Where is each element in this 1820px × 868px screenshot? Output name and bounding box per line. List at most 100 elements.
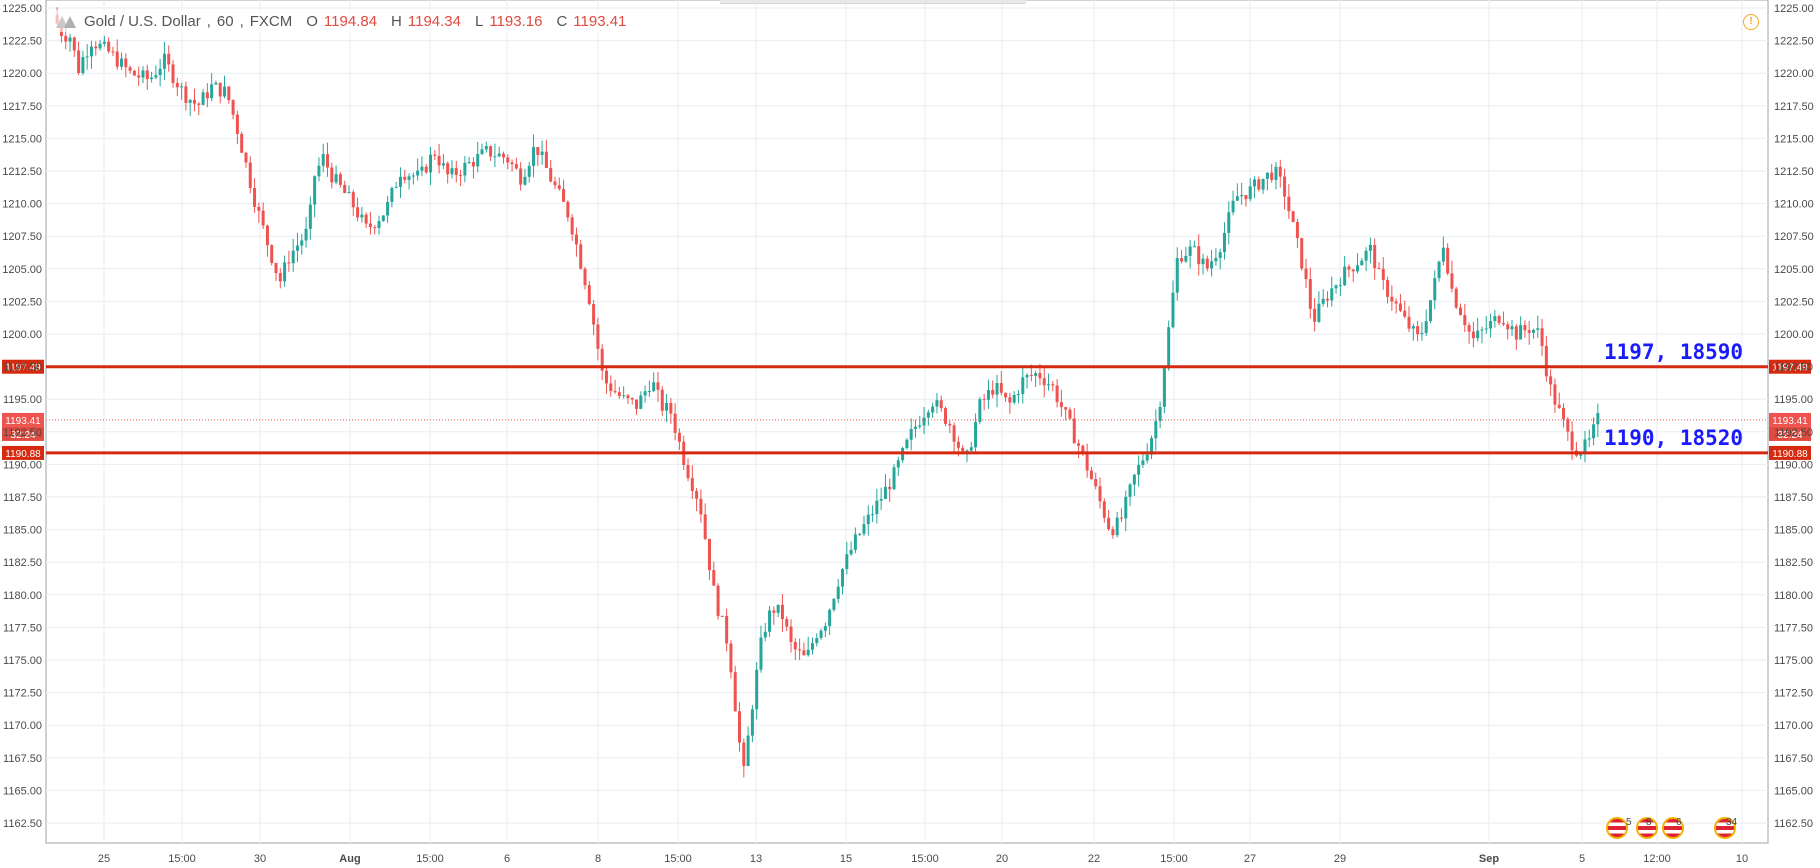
candle-body[interactable] (484, 146, 488, 150)
candle-body[interactable] (68, 37, 72, 42)
candle-body[interactable] (158, 68, 162, 76)
candle-body[interactable] (888, 486, 892, 490)
candle-body[interactable] (1051, 384, 1055, 386)
candle-body[interactable] (1347, 266, 1351, 270)
candle-body[interactable] (1175, 258, 1179, 293)
candle-body[interactable] (1300, 238, 1304, 269)
candle-body[interactable] (1248, 186, 1252, 200)
candle-body[interactable] (497, 153, 501, 157)
candle-body[interactable] (583, 268, 587, 286)
candle-body[interactable] (557, 185, 561, 189)
candle-body[interactable] (1283, 176, 1287, 197)
candle-body[interactable] (725, 615, 729, 644)
candle-body[interactable] (1471, 331, 1475, 339)
candle-body[interactable] (948, 423, 952, 426)
candle-body[interactable] (493, 156, 497, 158)
candle-body[interactable] (703, 514, 707, 539)
candle-body[interactable] (604, 370, 608, 384)
candle-body[interactable] (926, 412, 930, 418)
candle-body[interactable] (969, 447, 973, 451)
candle-body[interactable] (613, 391, 617, 393)
annotation-lower[interactable]: 1190, 18520 (1604, 426, 1744, 450)
candle-body[interactable] (1394, 301, 1398, 304)
candle-body[interactable] (450, 168, 454, 175)
candle-body[interactable] (1356, 265, 1360, 272)
candle-body[interactable] (471, 162, 475, 167)
candle-body[interactable] (707, 538, 711, 571)
candle-body[interactable] (626, 395, 630, 399)
candle-body[interactable] (1167, 327, 1171, 369)
candle-body[interactable] (424, 166, 428, 173)
candle-body[interactable] (98, 43, 102, 49)
candle-body[interactable] (1141, 460, 1145, 465)
candle-body[interactable] (257, 206, 261, 211)
candle-body[interactable] (506, 157, 510, 163)
candle-body[interactable] (544, 151, 548, 168)
candle-body[interactable] (1313, 308, 1317, 322)
candle-body[interactable] (476, 153, 480, 167)
candle-body[interactable] (750, 709, 754, 736)
current-price-tag[interactable] (1769, 412, 1811, 427)
candle-body[interactable] (1085, 451, 1089, 471)
candle-series[interactable] (55, 7, 1600, 778)
candle-body[interactable] (171, 64, 175, 84)
candle-body[interactable] (1596, 413, 1600, 425)
candle-body[interactable] (437, 155, 441, 166)
candle-body[interactable] (265, 225, 269, 246)
candle-body[interactable] (102, 41, 106, 44)
candle-body[interactable] (905, 439, 909, 449)
candle-body[interactable] (240, 133, 244, 153)
candle-body[interactable] (1484, 328, 1488, 330)
candle-body[interactable] (364, 214, 368, 224)
candle-body[interactable] (1566, 419, 1570, 432)
candle-body[interactable] (1592, 424, 1596, 439)
candle-body[interactable] (300, 240, 304, 246)
us-flag-icon[interactable] (1606, 817, 1628, 839)
candle-body[interactable] (244, 152, 248, 163)
candle-body[interactable] (695, 491, 699, 499)
candle-body[interactable] (1064, 407, 1068, 410)
candle-body[interactable] (1205, 258, 1209, 269)
annotation-upper[interactable]: 1197, 18590 (1604, 340, 1744, 364)
candle-body[interactable] (261, 210, 265, 226)
candle-body[interactable] (999, 383, 1003, 393)
candle-body[interactable] (1531, 329, 1535, 333)
candle-body[interactable] (278, 273, 282, 282)
candle-body[interactable] (1077, 443, 1081, 446)
candle-body[interactable] (858, 533, 862, 535)
candle-body[interactable] (1235, 196, 1239, 201)
candle-body[interactable] (712, 570, 716, 586)
candle-body[interactable] (1150, 438, 1154, 455)
candle-body[interactable] (810, 643, 814, 650)
candle-body[interactable] (64, 35, 68, 42)
candle-body[interactable] (1386, 279, 1390, 297)
candle-body[interactable] (1570, 431, 1574, 451)
candle-body[interactable] (1544, 345, 1548, 377)
candle-body[interactable] (768, 610, 772, 632)
candle-body[interactable] (635, 399, 639, 409)
candle-body[interactable] (1459, 307, 1463, 315)
candle-body[interactable] (1549, 376, 1553, 385)
candle-body[interactable] (574, 234, 578, 245)
candle-body[interactable] (1119, 517, 1123, 519)
candle-body[interactable] (866, 514, 870, 525)
candle-body[interactable] (849, 549, 853, 555)
price-axis[interactable]: 1225.00 1225.00 1222.50 1222.50 1220.00 1220.… (2, 3, 1814, 830)
candle-body[interactable] (1368, 244, 1372, 251)
candle-body[interactable] (802, 650, 806, 656)
economic-events[interactable]: 5 8 6 34 (1606, 817, 1806, 839)
candle-body[interactable] (1489, 320, 1493, 329)
warning-icon[interactable]: ! (1743, 14, 1759, 30)
candle-body[interactable] (1450, 273, 1454, 289)
candle-body[interactable] (1227, 212, 1231, 233)
candle-body[interactable] (995, 383, 999, 395)
candle-body[interactable] (1287, 196, 1291, 212)
candle-body[interactable] (918, 425, 922, 427)
candle-body[interactable] (793, 641, 797, 650)
candle-body[interactable] (1304, 268, 1308, 280)
candle-body[interactable] (961, 447, 965, 452)
candle-body[interactable] (360, 214, 364, 218)
candle-body[interactable] (1016, 393, 1020, 395)
candle-body[interactable] (1308, 279, 1312, 309)
candle-body[interactable] (398, 176, 402, 187)
